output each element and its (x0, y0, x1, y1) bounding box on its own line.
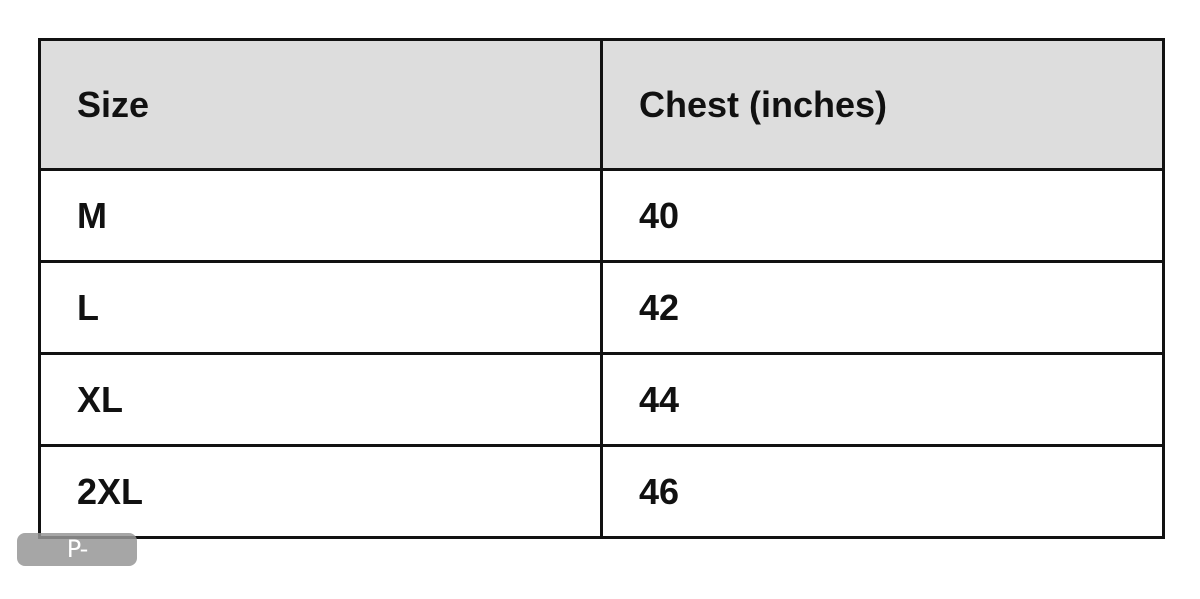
table-row: 2XL 46 (38, 444, 1165, 539)
size-cell: M (38, 168, 603, 263)
header-chest: Chest (inches) (600, 38, 1165, 171)
table-row: M 40 (38, 168, 1165, 263)
size-chart-table: Size Chest (inches) M 40 L 42 XL 44 2XL … (38, 38, 1165, 539)
size-cell: 2XL (38, 444, 603, 539)
chest-cell: 42 (600, 260, 1165, 355)
chest-cell: 44 (600, 352, 1165, 447)
table-row: L 42 (38, 260, 1165, 355)
header-size: Size (38, 38, 603, 171)
chest-cell: 46 (600, 444, 1165, 539)
header-row: Size Chest (inches) (38, 38, 1165, 171)
size-cell: XL (38, 352, 603, 447)
product-id-watermark: P-5329424 (17, 533, 137, 596)
chest-cell: 40 (600, 168, 1165, 263)
table-row: XL 44 (38, 352, 1165, 447)
size-cell: L (38, 260, 603, 355)
